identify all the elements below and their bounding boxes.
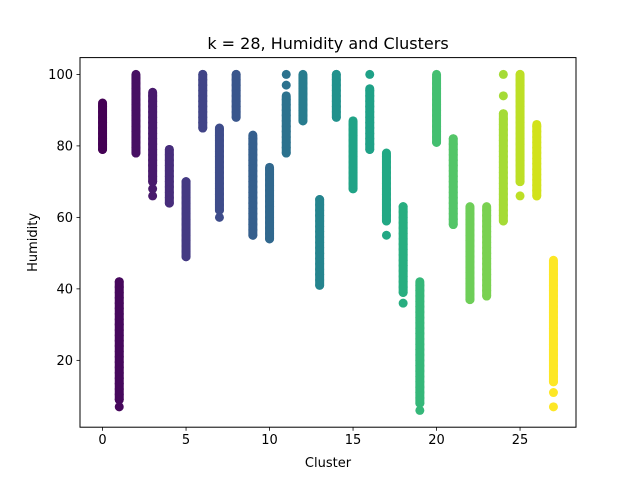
cluster-26-points [532, 119, 542, 201]
y-tick-label-20: 20 [56, 354, 73, 369]
cluster-3-points [148, 87, 158, 201]
data-point [248, 134, 258, 144]
data-point [298, 73, 308, 83]
data-point [381, 152, 391, 162]
data-point [482, 205, 492, 215]
data-point [131, 73, 141, 83]
data-point [315, 195, 325, 205]
cluster-1-points [114, 277, 124, 412]
data-point [114, 402, 124, 412]
data-point [164, 144, 174, 154]
data-point [148, 184, 158, 194]
cluster-22-points [465, 202, 475, 305]
y-tick-label-80: 80 [56, 139, 73, 154]
data-point [365, 69, 375, 79]
y-axis: 20 40 60 80 100 [48, 68, 80, 369]
cluster-19-points [415, 277, 425, 415]
x-axis: 0 5 10 15 20 25 [98, 427, 528, 448]
data-point [465, 203, 475, 213]
points-layer [98, 69, 558, 415]
data-point [148, 191, 158, 201]
data-point [114, 277, 124, 287]
cluster-11-points [281, 69, 291, 158]
x-tick-label-20: 20 [428, 433, 445, 448]
data-point [181, 177, 191, 187]
y-tick-label-60: 60 [56, 211, 73, 226]
data-point [148, 91, 158, 101]
data-point [398, 298, 408, 308]
x-tick-label-25: 25 [512, 433, 529, 448]
x-tick-label-5: 5 [182, 433, 190, 448]
data-point [448, 134, 458, 144]
cluster-27-points [548, 255, 558, 412]
plot-frame [79, 57, 577, 428]
data-point [498, 69, 508, 79]
data-point [498, 109, 508, 119]
y-axis-label: Humidity [26, 213, 41, 272]
x-tick-label-10: 10 [261, 433, 278, 448]
cluster-18-points [398, 202, 408, 308]
x-axis-label: Cluster [305, 456, 352, 471]
cluster-24-points [498, 69, 508, 226]
data-point [348, 119, 358, 129]
cluster-23-points [482, 202, 492, 301]
cluster-6-points [198, 69, 208, 133]
data-point [231, 69, 241, 79]
data-point [548, 388, 558, 398]
cluster-25-points [515, 69, 525, 201]
data-point [331, 69, 341, 79]
cluster-14-points [331, 69, 341, 122]
data-point [548, 259, 558, 269]
cluster-7-points [214, 123, 224, 222]
cluster-2-points [131, 69, 141, 158]
cluster-15-points [348, 116, 358, 194]
data-point [532, 121, 542, 131]
y-tick-label-100: 100 [48, 68, 73, 83]
data-point [365, 85, 375, 95]
cluster-10-points [265, 162, 275, 244]
data-point [398, 202, 408, 212]
data-point [415, 280, 425, 290]
data-point [281, 94, 291, 104]
cluster-5-points [181, 177, 191, 262]
cluster-21-points [448, 134, 458, 230]
cluster-0-points [98, 98, 108, 154]
x-tick-label-0: 0 [98, 433, 106, 448]
data-point [281, 80, 291, 90]
cluster-12-points [298, 69, 308, 126]
chart-title: k = 28, Humidity and Clusters [207, 34, 448, 53]
data-point [548, 402, 558, 412]
y-tick-label-40: 40 [56, 282, 73, 297]
data-point [281, 69, 291, 79]
cluster-13-points [315, 195, 325, 290]
plot-area [80, 57, 576, 428]
data-point [214, 212, 224, 222]
data-point [198, 69, 208, 79]
cluster-8-points [231, 69, 241, 122]
data-point [515, 69, 525, 79]
cluster-20-points [432, 69, 442, 147]
cluster-9-points [248, 130, 258, 240]
data-point [515, 191, 525, 201]
data-point [265, 164, 275, 174]
data-point [498, 91, 508, 101]
cluster-4-points [164, 144, 174, 208]
x-tick-label-15: 15 [345, 433, 362, 448]
data-point [381, 230, 391, 240]
cluster-16-points [365, 69, 375, 154]
data-point [214, 125, 224, 135]
data-point [415, 405, 425, 415]
data-point [98, 102, 108, 112]
data-point [432, 73, 442, 83]
cluster-17-points [381, 148, 391, 240]
